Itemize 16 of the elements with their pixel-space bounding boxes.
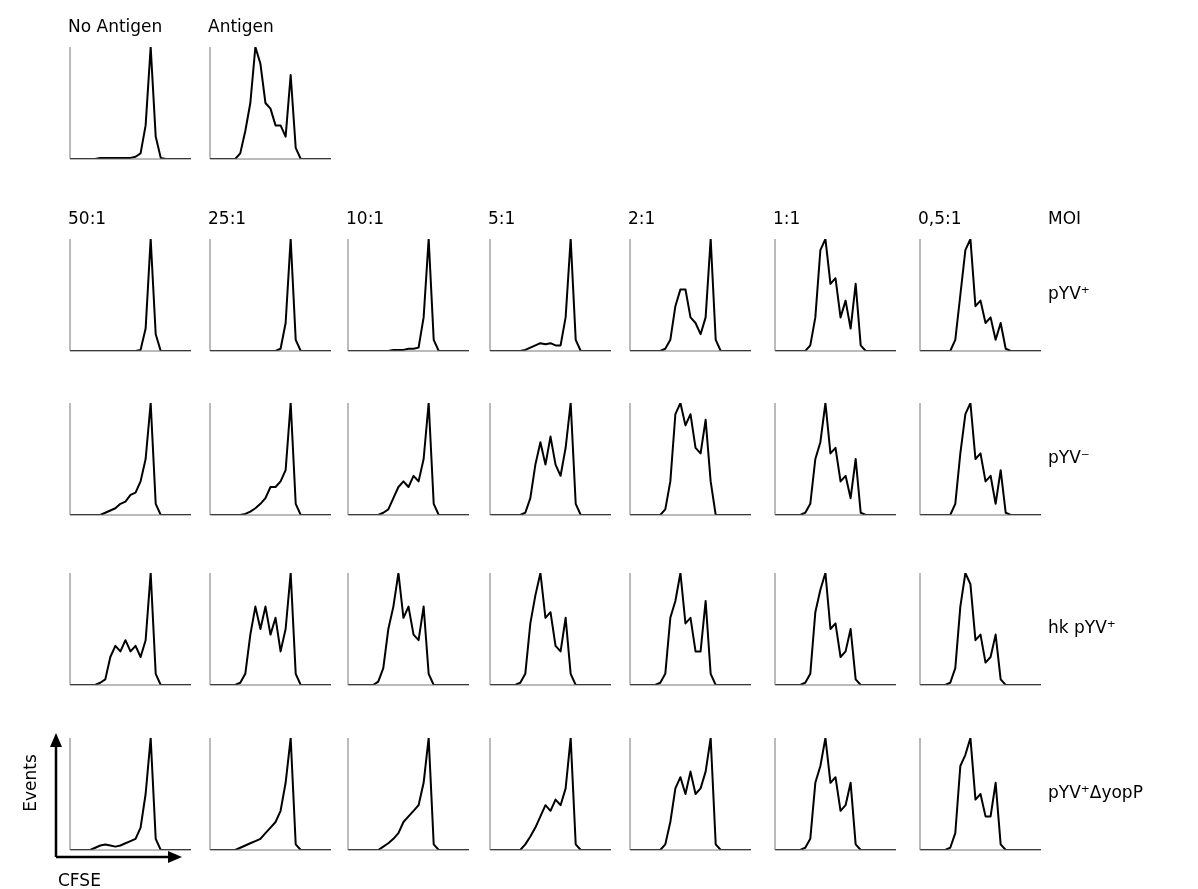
chart-title: 25:1 <box>208 208 247 228</box>
chart-title: 2:1 <box>628 208 656 228</box>
chart-title: No Antigen <box>68 16 163 36</box>
text: pYV⁻ <box>1048 446 1090 467</box>
chart-title: 50:1 <box>68 208 107 228</box>
chart-title: Antigen <box>208 16 274 36</box>
chart-title: 10:1 <box>346 208 385 228</box>
text: pYV⁺ <box>1048 282 1090 303</box>
x-axis-title: CFSE <box>58 870 101 889</box>
chart-title: 0,5:1 <box>918 208 962 228</box>
chart-title: 5:1 <box>488 208 516 228</box>
y-axis-title: Events <box>20 753 40 813</box>
text: pYV⁺ΔyopP <box>1048 781 1143 802</box>
text: hk pYV⁺ <box>1048 616 1116 637</box>
text: MOI <box>1048 208 1082 228</box>
chart-title: 1:1 <box>773 208 801 228</box>
